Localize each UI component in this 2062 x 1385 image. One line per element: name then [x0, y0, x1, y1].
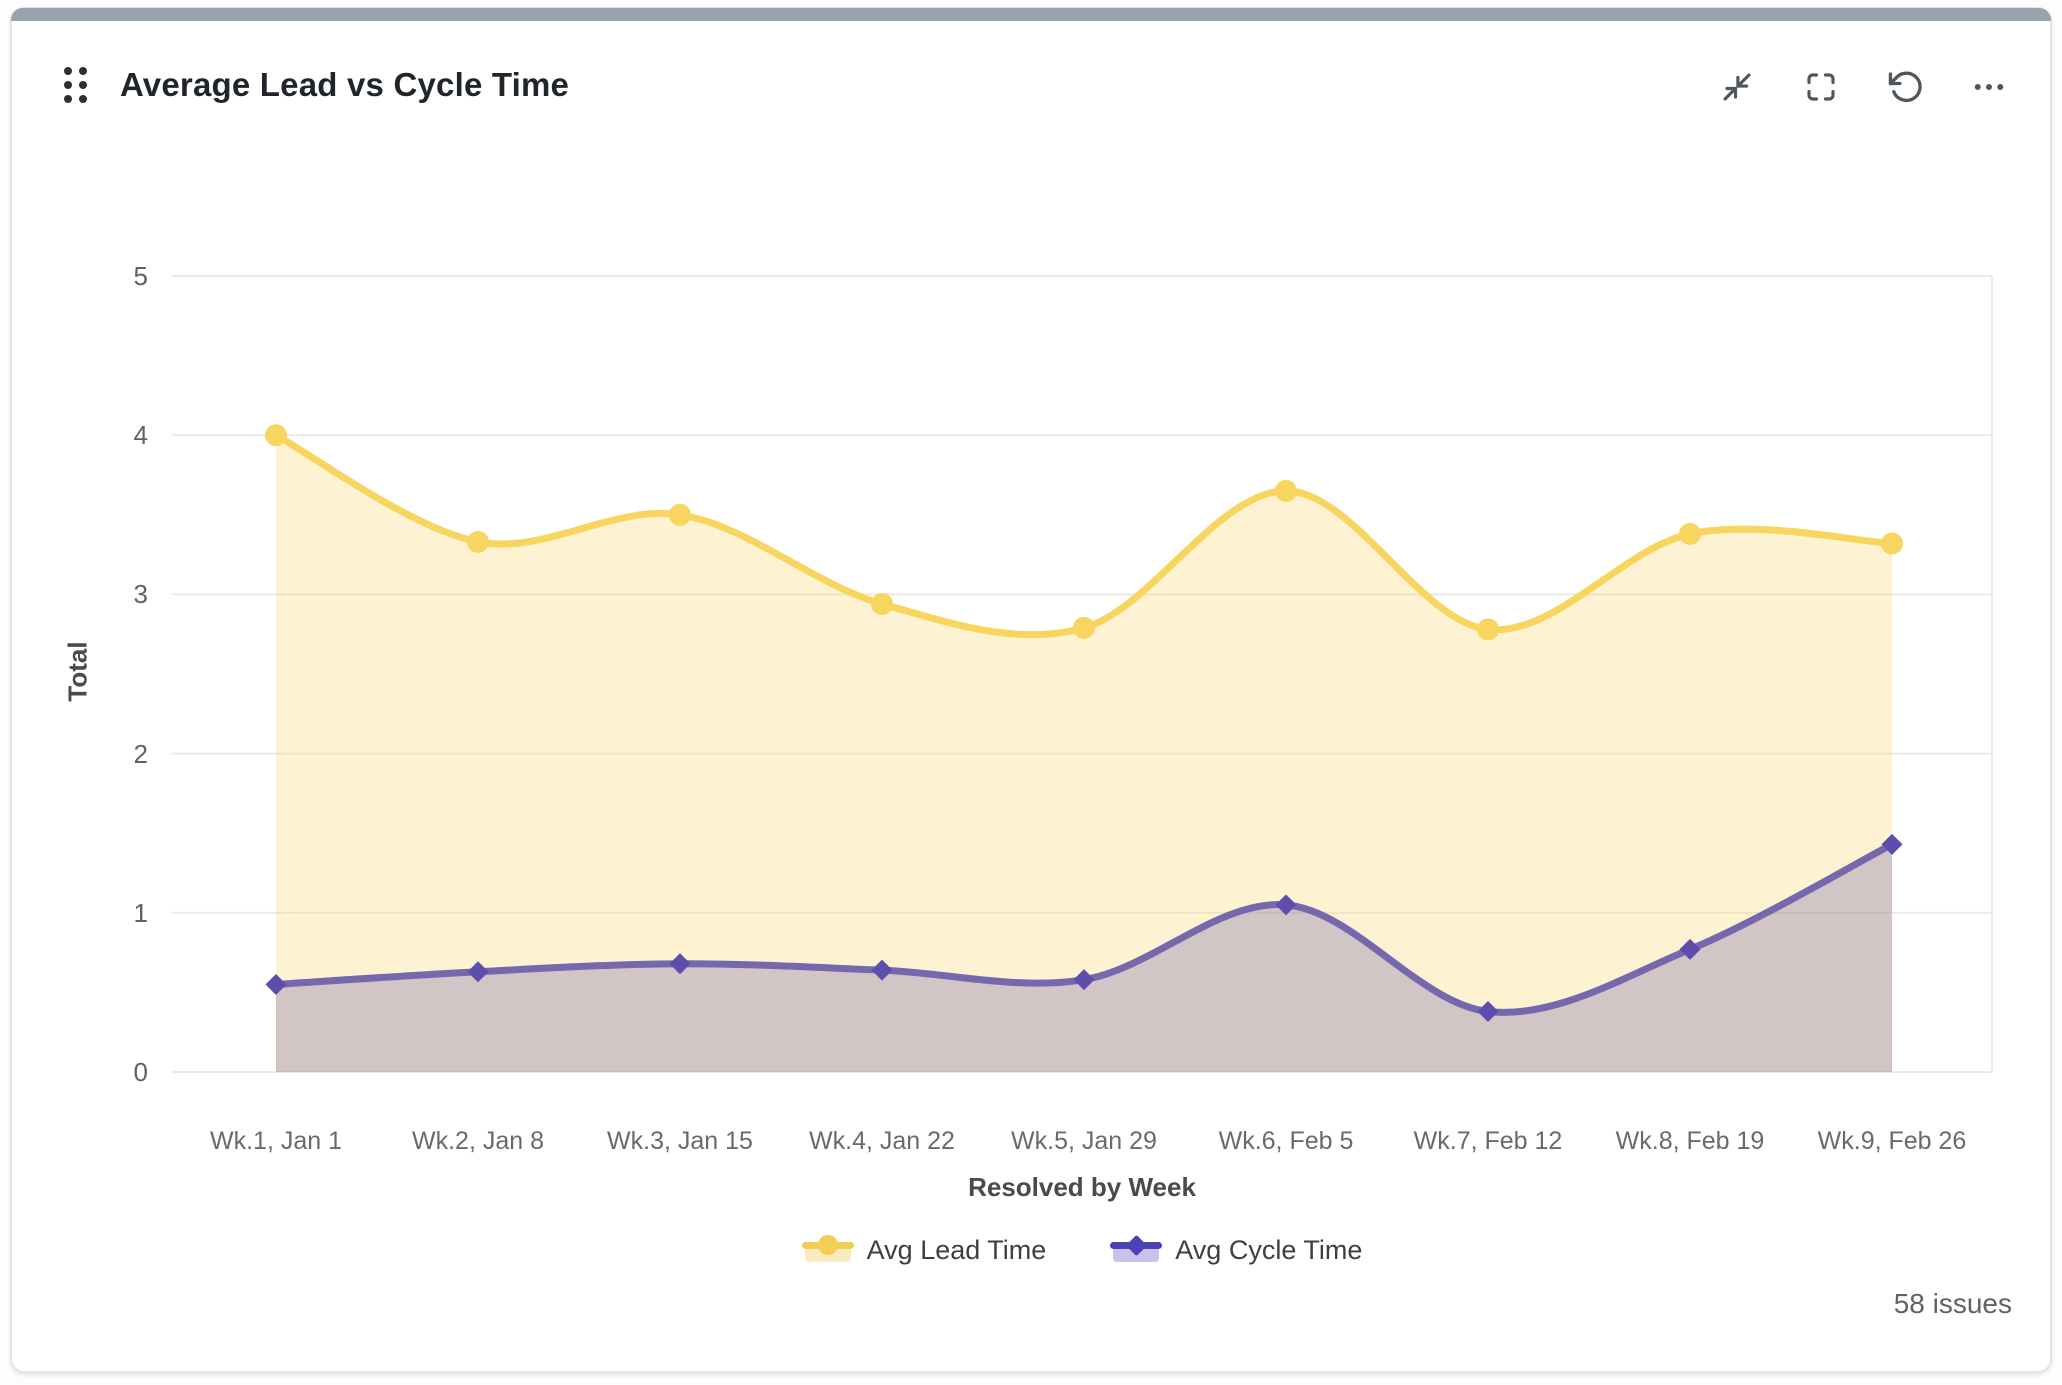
y-tick-label: 0	[133, 1057, 148, 1087]
fullscreen-button[interactable]	[1802, 68, 1840, 106]
legend-label: Avg Cycle Time	[1175, 1234, 1363, 1265]
widget-accent-bar	[11, 8, 2051, 21]
x-tick-label: Wk.6, Feb 5	[1218, 1127, 1354, 1155]
data-point	[1275, 479, 1297, 502]
data-point	[871, 959, 893, 981]
x-tick-label: Wk.3, Jan 15	[607, 1127, 753, 1155]
reset-button[interactable]	[1886, 68, 1924, 106]
data-point	[265, 973, 287, 995]
x-tick-label: Wk.4, Jan 22	[809, 1127, 955, 1155]
legend-swatch-icon	[1110, 1234, 1163, 1265]
legend-label: Avg Lead Time	[866, 1234, 1047, 1265]
data-point	[1477, 1001, 1499, 1023]
issues-count-label: 58 issues	[1893, 1288, 2012, 1319]
more-options-button[interactable]	[1970, 68, 2008, 106]
y-tick-label: 5	[133, 261, 148, 291]
chart-legend: Avg Lead Time Avg Cycle Time	[172, 1228, 1992, 1272]
data-point	[669, 503, 691, 526]
reset-icon	[1888, 71, 1922, 103]
y-tick-label: 3	[133, 579, 148, 610]
collapse-button[interactable]	[1718, 68, 1756, 106]
x-tick-label: Wk.9, Feb 26	[1817, 1127, 1967, 1155]
data-point	[1073, 616, 1095, 639]
data-point	[467, 961, 489, 983]
fullscreen-icon	[1807, 73, 1835, 101]
widget-action-bar	[1718, 68, 2008, 106]
chart-widget-card	[10, 7, 2052, 1373]
legend-item-avg-lead-time[interactable]: Avg Lead Time	[801, 1234, 1047, 1266]
data-point	[1679, 938, 1701, 960]
legend-item-avg-cycle-time[interactable]: Avg Cycle Time	[1110, 1235, 1362, 1266]
data-point	[265, 424, 287, 447]
legend-swatch-icon	[801, 1235, 854, 1265]
x-tick-label: Wk.1, Jan 1	[210, 1127, 342, 1155]
y-tick-label: 1	[133, 897, 148, 928]
x-tick-label: Wk.2, Jan 8	[412, 1127, 544, 1155]
y-axis-title: Total	[62, 641, 93, 702]
data-point	[1881, 833, 1903, 855]
data-point	[1679, 522, 1701, 545]
x-tick-label: Wk.5, Jan 29	[1011, 1127, 1157, 1155]
y-tick-label: 4	[133, 420, 148, 451]
data-point	[467, 530, 489, 553]
collapse-icon	[1723, 73, 1751, 101]
x-axis-title: Resolved by Week	[968, 1172, 1196, 1202]
x-tick-label: Wk.8, Feb 19	[1615, 1127, 1765, 1155]
data-point	[1073, 969, 1095, 991]
data-point	[871, 592, 893, 615]
data-point	[1275, 894, 1297, 916]
y-tick-label: 2	[133, 738, 148, 769]
data-point	[669, 953, 691, 975]
more-options-icon	[1974, 84, 2004, 90]
drag-handle-icon[interactable]	[64, 67, 87, 103]
x-tick-label: Wk.7, Feb 12	[1413, 1127, 1563, 1155]
data-point	[1477, 618, 1499, 641]
data-point	[1881, 532, 1903, 555]
page-title: Average Lead vs Cycle Time	[120, 66, 570, 103]
area-avg-lead-time	[276, 435, 1892, 1072]
